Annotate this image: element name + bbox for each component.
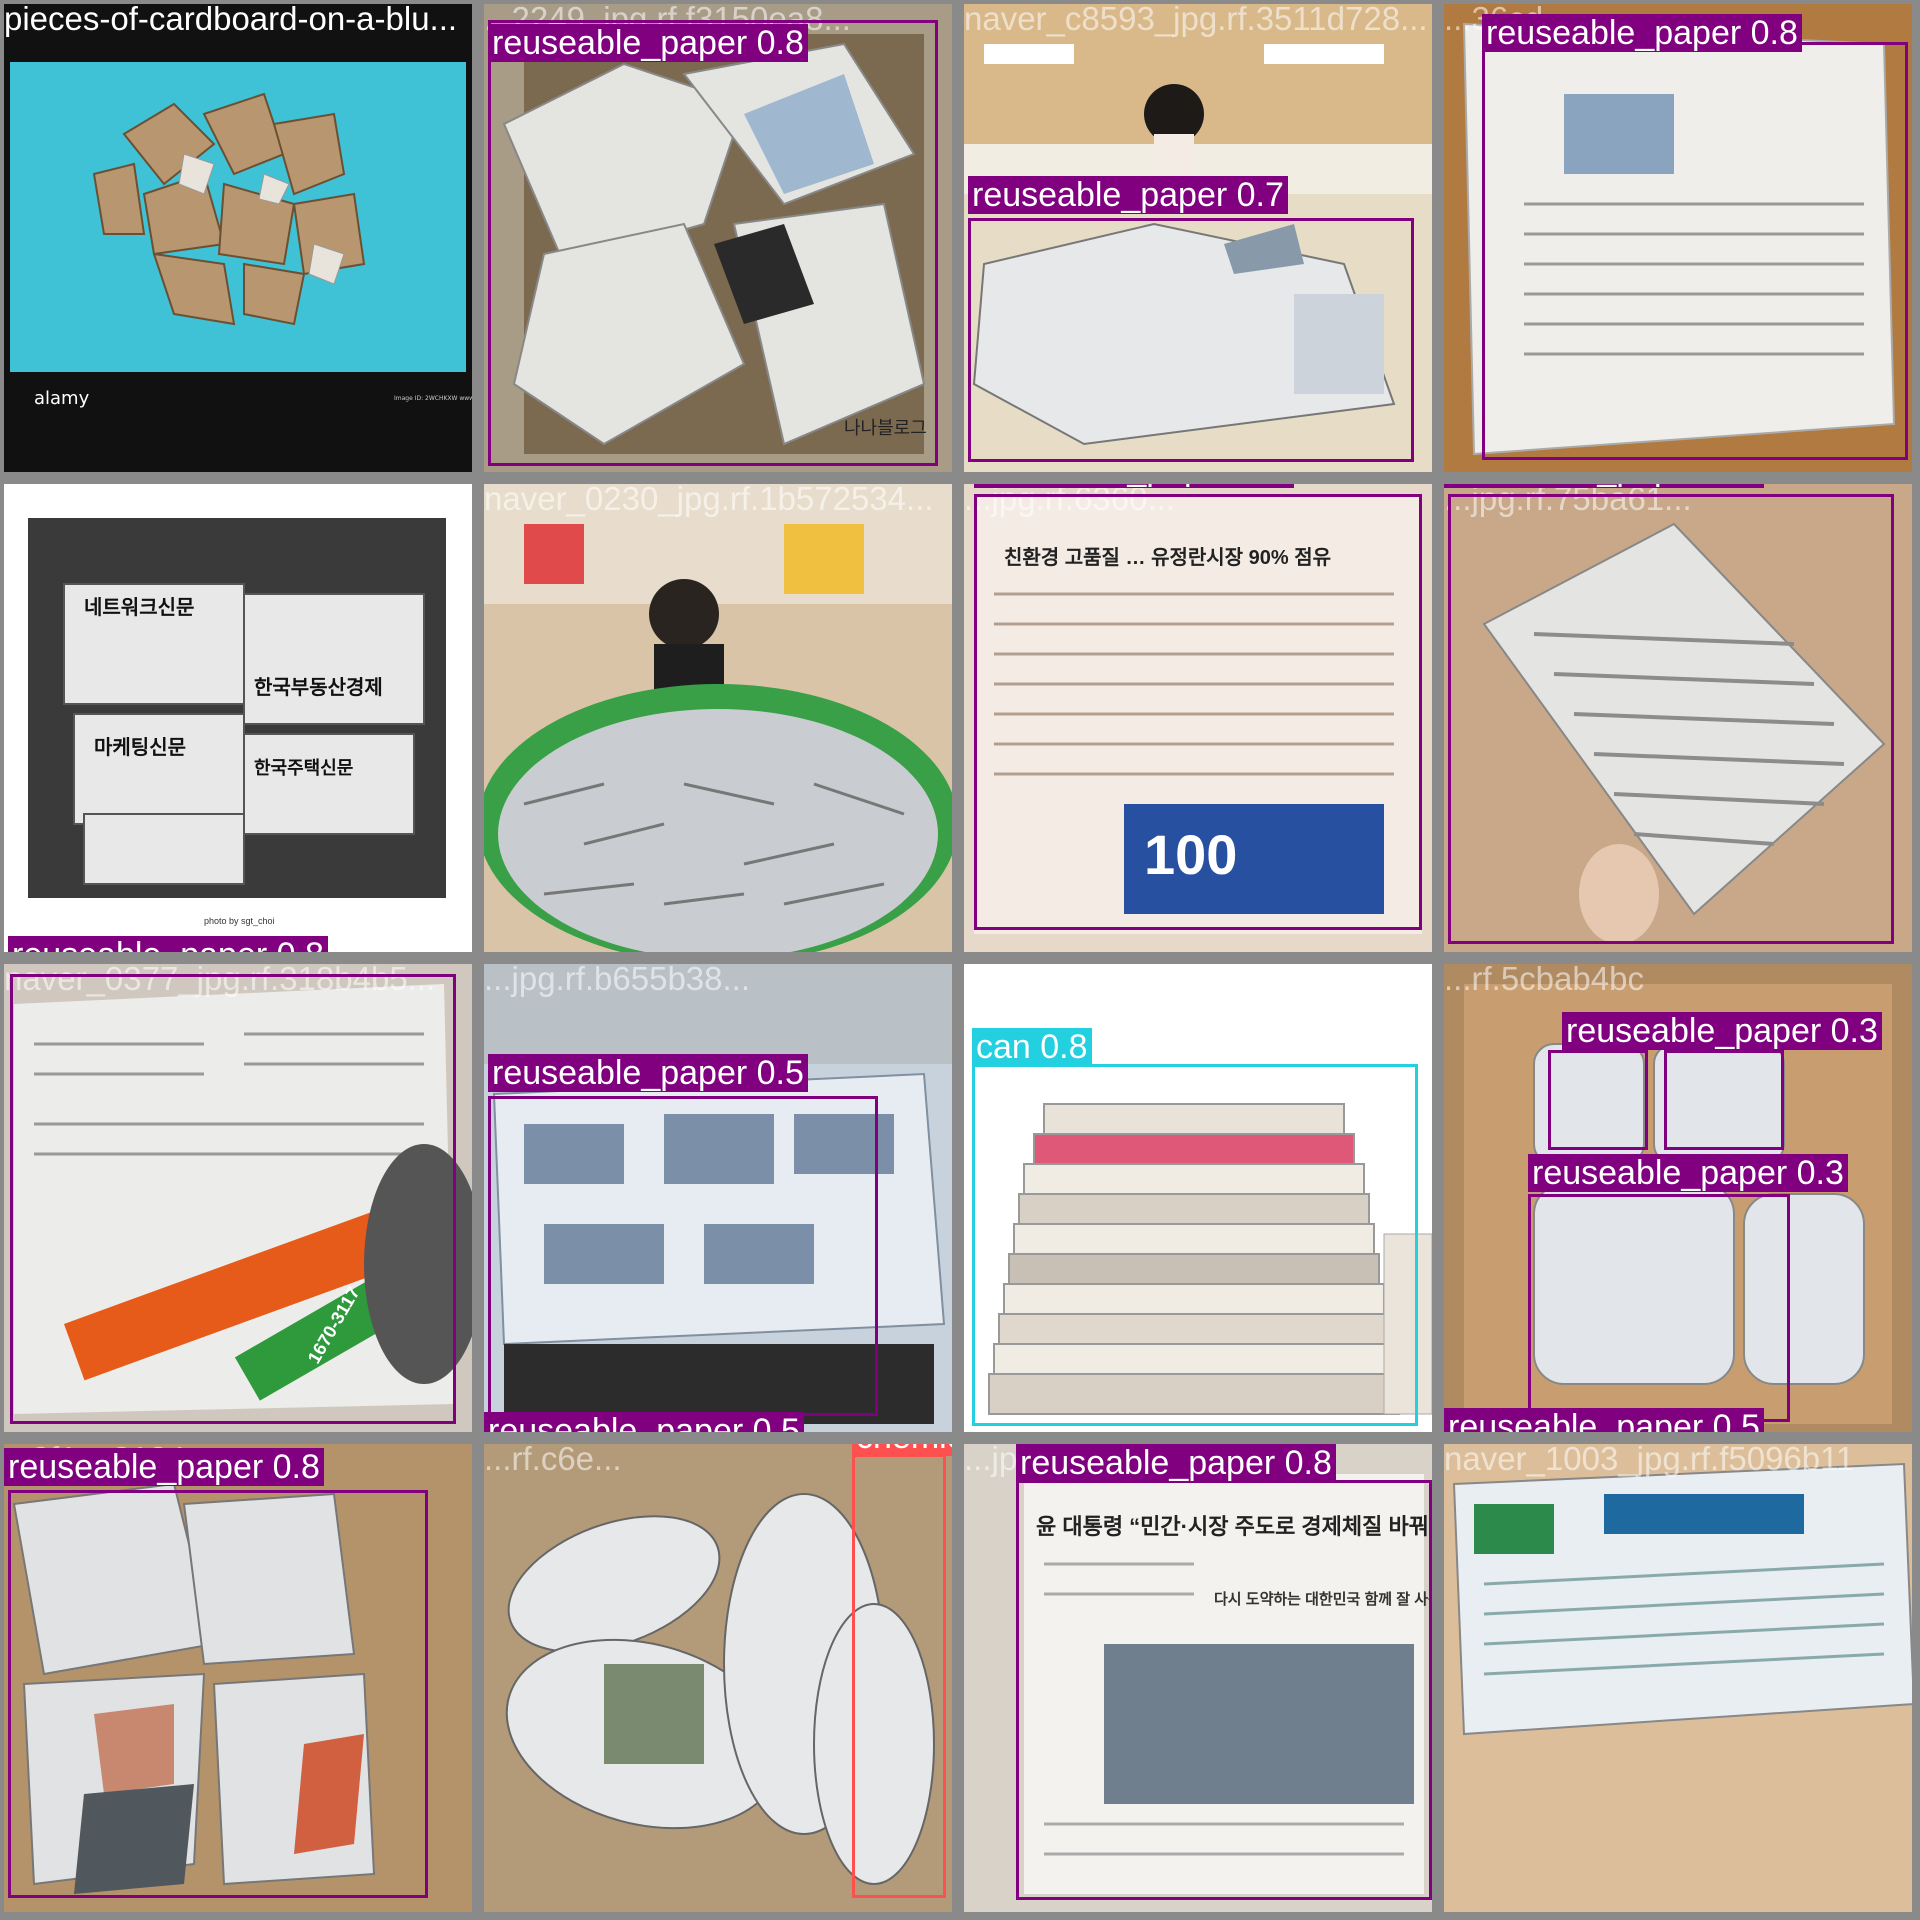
tile-16: naver_1003_jpg.rf.f5096b11 [1444,1444,1912,1912]
tile-2: 나나블로그 ...2249_jpg.rf.f3150ea8... reuseab… [484,4,952,472]
detection-label: reuseable_paper 0.5 [488,1054,808,1092]
tile-8: ...jpg.rf.75ba61... reuseable_paper 0.8 [1444,484,1912,952]
photo-credit: photo by sgt_choi [204,916,275,926]
newspaper-stand-photo: 네트워크신문 한국부동산경제 마케팅신문 한국주택신문 photo by sgt… [4,484,472,952]
detection-box [1664,1050,1784,1150]
headline-text: 윤 대통령 “민간·시장 주도로 경제체질 바꿔야 [1036,1514,1432,1539]
detection-box [1448,494,1894,944]
crumpled-paper-box-photo [4,1444,472,1912]
tile-6: naver_0230_jpg.rf.1b572534... [484,484,952,952]
newspaper-closeup-photo: 친환경 고품질 … 유정란시장 90% 점유 100 [964,484,1432,952]
masthead-text: 한국부동산경제 [254,676,383,699]
detection-label: reuseable_paper 0.8 [4,1448,324,1486]
rolled-newspapers-photo [484,1444,952,1912]
detection-box [488,1096,878,1416]
newspaper-on-floor-photo [1444,1444,1912,1912]
detection-label: reuseable_paper 0.8 [1016,1444,1336,1482]
detection-box [972,1064,1418,1426]
shredded-paper-photo [484,484,952,952]
headline-text: 친환경 고품질 … 유정란시장 90% 점유 [1004,546,1331,569]
detection-label: reuseable_paper 0.3 [1528,1154,1848,1192]
tile-5: 네트워크신문 한국부동산경제 마케팅신문 한국주택신문 photo by sgt… [4,484,472,952]
tile-10: ...jpg.rf.b655b38... reuseable_paper 0.5… [484,964,952,1432]
child-newspaper-photo [964,4,1432,472]
tile-13: ...3f1ca8184... reuseable_paper 0.8 [4,1444,472,1912]
newspapers-on-rack-photo [484,964,952,1432]
tile-3: naver_c8593_jpg.rf.3511d728... reuseable… [964,4,1432,472]
tile-4: ...36cd reuseable_paper 0.8 [1444,4,1912,472]
tile-14: ...rf.c6e... chemical_spray_can 0.3 [484,1444,952,1912]
detection-box [8,1490,428,1898]
detection-label: reuseable_paper 0.7 [968,176,1288,214]
detection-label: reuseable_paper 0.8 [488,24,808,62]
masthead-text: 마케팅신문 [94,736,186,759]
detection-label: reuseable_paper 0.5 [1444,1408,1764,1432]
detection-label: reuseable_paper 0.3 [1562,1012,1882,1050]
detection-label: chemical_spray_can 0.3 [852,1444,952,1456]
folded-newspaper-photo [1444,4,1912,472]
detection-box [974,494,1422,930]
alamy-small-text: Image ID: 2WCHKXW www.alamy.com [394,395,472,402]
cardboard-photo: alamy Image ID: 2WCHKXW www.alamy.com [4,4,472,472]
crumpled-newspaper-photo: 나나블로그 [484,4,952,472]
detection-box [968,218,1414,462]
detection-box [852,1454,946,1898]
alamy-logo: alamy [34,388,90,409]
detection-box [1548,1050,1648,1150]
tile-9: 1670-3117 naver_0377_jpg.rf.318b4b5... [4,964,472,1432]
tile-12: ...rf.5cbab4bc reuseable_paper 0.3 reuse… [1444,964,1912,1432]
masthead-text: 한국주택신문 [254,758,353,778]
tile-11: ...jpg.rf.46db567... can 0.8 [964,964,1432,1432]
detection-label: reuseable_paper 0.5 [484,1412,804,1432]
detection-box [488,20,938,466]
detection-box [1016,1480,1432,1900]
open-newspaper-photo: 1670-3117 [4,964,472,1432]
masthead-text: 네트워크신문 [84,596,194,619]
detection-box [1528,1194,1790,1422]
tile-1: alamy Image ID: 2WCHKXW www.alamy.com pi… [4,4,472,472]
number-100: 100 [1144,823,1237,886]
blog-mark: 나나블로그 [844,418,927,438]
detection-label: reuseable_paper 0.8 [1444,484,1764,488]
headline-text: 다시 도약하는 대한민국 함께 잘 사는 국민의 나라 [1214,1590,1432,1608]
detection-label: reuseable_paper 0.9 [974,484,1294,488]
detection-label: can 0.8 [972,1028,1092,1066]
detection-label: reuseable_paper 0.8 [8,936,328,952]
detection-label: reuseable_paper 0.8 [1482,14,1802,52]
held-newspaper-photo [1444,484,1912,952]
detection-box [1482,42,1908,460]
tile-7: 친환경 고품질 … 유정란시장 90% 점유 100 ...jpg.rf.636… [964,484,1432,952]
tile-15: 윤 대통령 “민간·시장 주도로 경제체질 바꿔야 다시 도약하는 대한민국 함… [964,1444,1432,1912]
korean-newspaper-photo: 윤 대통령 “민간·시장 주도로 경제체질 바꿔야 다시 도약하는 대한민국 함… [964,1444,1432,1912]
detection-box [10,974,456,1424]
